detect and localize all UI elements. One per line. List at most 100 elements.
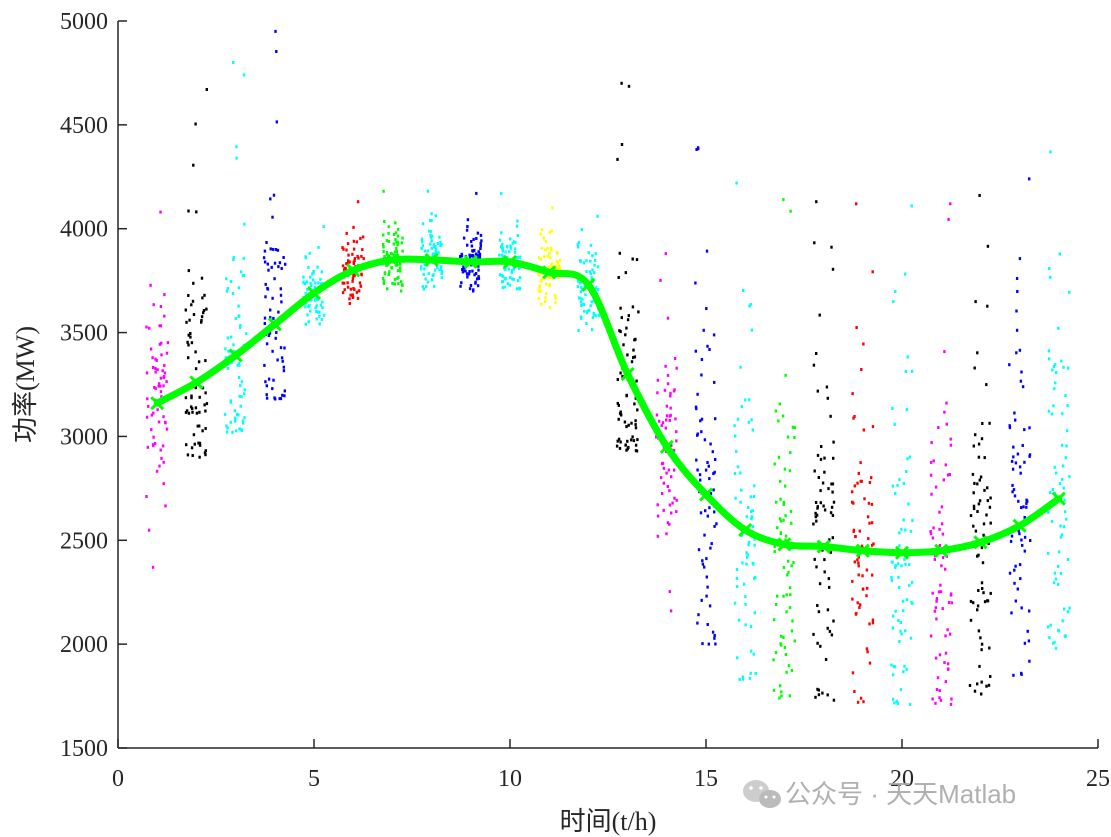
scatter-point [1047,510,1050,514]
scatter-point [1068,606,1071,610]
scatter-point [509,244,512,248]
scatter-point [788,694,791,698]
scatter-point [1021,543,1024,547]
scatter-point [436,242,440,245]
scatter-point [674,417,677,421]
scatter-point [319,282,323,286]
scatter-point [146,397,149,401]
scatter-point [1048,636,1051,640]
scatter-point [780,643,783,647]
scatter-point [581,297,584,301]
scatter-point [502,255,505,259]
scatter-point [153,385,156,389]
scatter-point [581,302,585,306]
scatter-point [315,310,318,313]
scatter-point [1048,357,1051,361]
scatter-point [866,515,870,519]
scatter-point [1010,459,1014,463]
scatter-point [780,634,783,638]
scatter-point [1028,453,1032,457]
scatter-point [1011,483,1014,487]
scatter-point [358,281,362,285]
scatter-point [420,247,423,250]
scatter-point [930,492,933,496]
scatter-point [401,249,404,253]
scatter-point [345,231,348,235]
scatter-point [702,328,705,332]
scatter-point [753,537,756,541]
scatter-point [233,419,237,423]
scatter-point [538,286,541,290]
scatter-point [283,389,286,393]
scatter-point [660,424,663,428]
scatter-point [343,281,346,285]
scatter-point [868,521,871,525]
scatter-point [543,255,546,259]
scatter-point [154,367,157,370]
line-marker [502,254,518,270]
scatter-point [145,371,149,375]
scatter-point [163,314,166,318]
scatter-point [279,293,283,297]
scatter-point [476,231,480,235]
line-marker [424,252,439,267]
scatter-point [666,382,670,386]
scatter-point [1015,351,1018,355]
scatter-point [947,601,951,604]
scatter-point [705,594,708,598]
scatter-point [469,284,473,287]
scatter-point [1054,577,1058,581]
scatter-point [281,359,284,363]
scatter-point [349,293,352,297]
scatter-point [187,343,190,347]
scatter-point [159,376,163,380]
scatter-point [705,557,708,561]
scatter-point [697,613,700,617]
scatter-point [421,244,424,248]
scatter-point [426,189,430,193]
scatter-point [359,236,362,240]
scatter-point [986,499,989,503]
scatter-point [832,698,836,702]
scatter-point [319,277,322,281]
scatter-point [736,417,740,421]
scatter-point [694,349,697,353]
scatter-point [856,558,859,562]
scatter-point [351,252,354,256]
scatter-point [666,485,669,488]
scatter-point [460,281,463,285]
scatter-point [787,570,790,574]
scatter-point [381,277,385,280]
scatter-point [1054,381,1057,385]
scatter-point [504,250,507,254]
scatter-point [793,436,796,440]
scatter-point [892,614,895,618]
scatter-point [788,586,792,590]
scatter-point [501,247,504,251]
scatter-point [852,528,856,532]
scatter-point [438,235,441,239]
scatter-point [1053,465,1056,469]
scatter-point [243,222,246,226]
scatter-point [553,267,557,271]
scatter-point [242,274,246,277]
scatter-point [479,244,482,248]
scatter-point [898,640,901,643]
scatter-point [241,419,245,423]
scatter-point [194,350,197,354]
scatter-point [779,532,782,535]
scatter-point [705,575,708,579]
scatter-cluster-hour-21 [929,202,954,706]
line-marker [385,252,400,267]
scatter-point [553,293,557,297]
scatter-cluster-hour-11 [537,206,562,310]
scatter-point [934,701,937,705]
scatter-point [240,395,243,399]
scatter-point [159,390,163,394]
scatter-point [396,269,400,273]
scatter-point [635,258,639,262]
scatter-point [231,430,234,434]
scatter-point [150,428,153,432]
scatter-point [832,619,835,623]
watermark: 公众号 · 天天Matlab [743,779,1016,809]
